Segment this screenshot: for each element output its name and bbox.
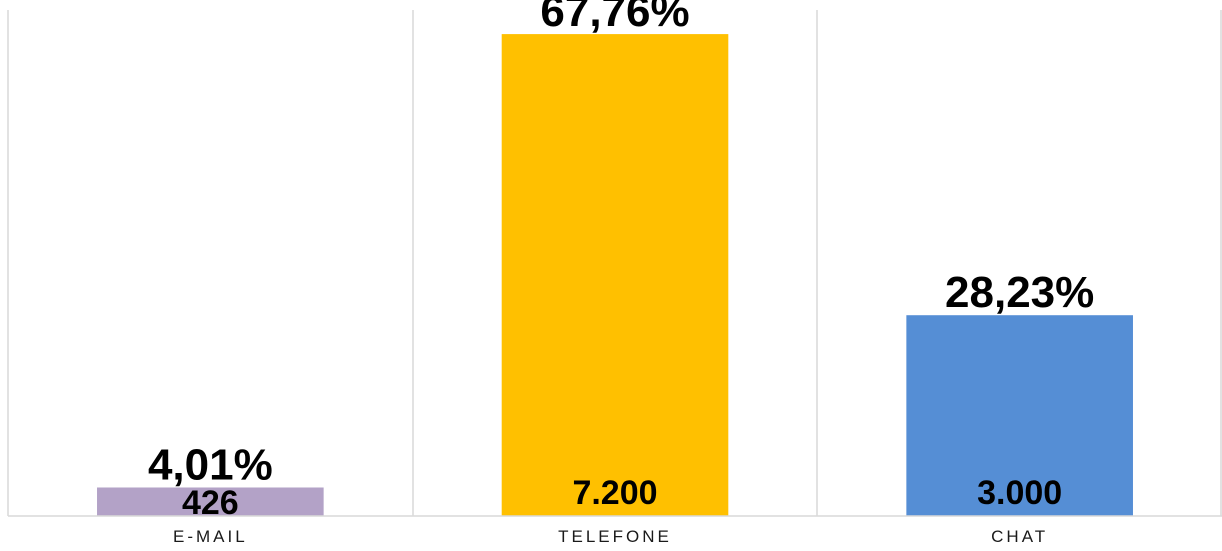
bar-e-mail bbox=[97, 487, 324, 516]
category-label-e-mail: E-MAIL bbox=[173, 527, 248, 546]
grid-layer bbox=[7, 10, 1222, 516]
labels-layer: 4,01%426E-MAIL67,76%7.200TELEFONE28,23%3… bbox=[148, 0, 1094, 546]
percent-label-chat: 28,23% bbox=[945, 268, 1094, 317]
category-label-telefone: TELEFONE bbox=[558, 527, 672, 546]
percent-label-e-mail: 4,01% bbox=[148, 440, 273, 489]
bar-chat bbox=[906, 315, 1133, 516]
value-label-telefone: 7.200 bbox=[572, 474, 657, 512]
value-label-chat: 3.000 bbox=[977, 474, 1062, 512]
percent-label-telefone: 67,76% bbox=[540, 0, 689, 36]
bar-telefone bbox=[501, 34, 729, 516]
category-label-chat: CHAT bbox=[991, 527, 1048, 546]
bars-layer bbox=[97, 34, 1133, 516]
